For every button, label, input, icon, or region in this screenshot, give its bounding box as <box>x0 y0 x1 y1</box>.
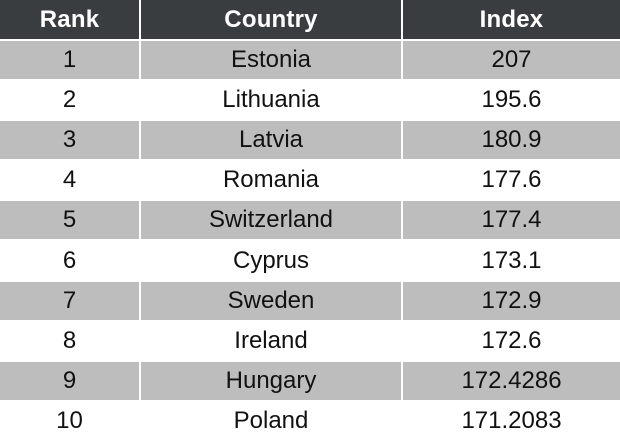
index-cell: 172.9 <box>481 286 542 314</box>
table-row: 9 Hungary 172.4286 <box>0 360 620 401</box>
table-row: 10 Poland 171.2083 <box>0 400 620 441</box>
index-cell: 180.9 <box>481 126 542 154</box>
rank-cell: 7 <box>0 280 141 321</box>
country-cell: Latvia <box>140 120 403 161</box>
index-cell: 177.6 <box>481 166 542 194</box>
country-cell: Romania <box>140 160 403 201</box>
column-header-index: Index <box>479 5 544 33</box>
rank-cell: 9 <box>0 360 141 401</box>
country-cell: Lithuania <box>140 80 403 121</box>
rank-cell: 3 <box>0 120 141 161</box>
rank-cell: 5 <box>0 200 141 241</box>
country-cell: Poland <box>140 400 403 441</box>
header-row: Rank Country Index <box>0 0 620 40</box>
rank-cell: 8 <box>0 320 141 361</box>
index-cell: 207 <box>491 46 532 74</box>
index-cell: 195.6 <box>481 86 542 114</box>
index-cell: 171.2083 <box>461 407 562 435</box>
country-cell: Switzerland <box>140 200 403 241</box>
table-row: 5 Switzerland 177.4 <box>0 200 620 241</box>
table-row: 3 Latvia 180.9 <box>0 120 620 161</box>
column-header-country: Country <box>140 0 403 40</box>
table-row: 6 Cyprus 173.1 <box>0 240 620 281</box>
table-row: 4 Romania 177.6 <box>0 160 620 201</box>
country-cell: Cyprus <box>140 240 403 281</box>
table-body: 1 Estonia 207 2 Lithuania 195.6 3 Latvia… <box>0 40 620 441</box>
country-cell: Estonia <box>140 40 403 81</box>
country-cell: Ireland <box>140 320 403 361</box>
rank-cell: 2 <box>0 80 141 121</box>
table-header: Rank Country Index <box>0 0 620 40</box>
country-cell: Sweden <box>140 280 403 321</box>
index-cell: 172.4286 <box>461 366 562 394</box>
country-cell: Hungary <box>140 360 403 401</box>
rank-cell: 4 <box>0 160 141 201</box>
column-header-rank: Rank <box>0 0 141 40</box>
index-cell: 173.1 <box>481 246 542 274</box>
index-cell: 172.6 <box>481 326 542 354</box>
rank-cell: 6 <box>0 240 141 281</box>
table-row: 1 Estonia 207 <box>0 40 620 81</box>
rank-cell: 1 <box>0 40 141 81</box>
table-row: 7 Sweden 172.9 <box>0 280 620 321</box>
rank-cell: 10 <box>0 400 141 441</box>
index-cell: 177.4 <box>481 206 542 234</box>
table-row: 2 Lithuania 195.6 <box>0 80 620 121</box>
table-row: 8 Ireland 172.6 <box>0 320 620 361</box>
